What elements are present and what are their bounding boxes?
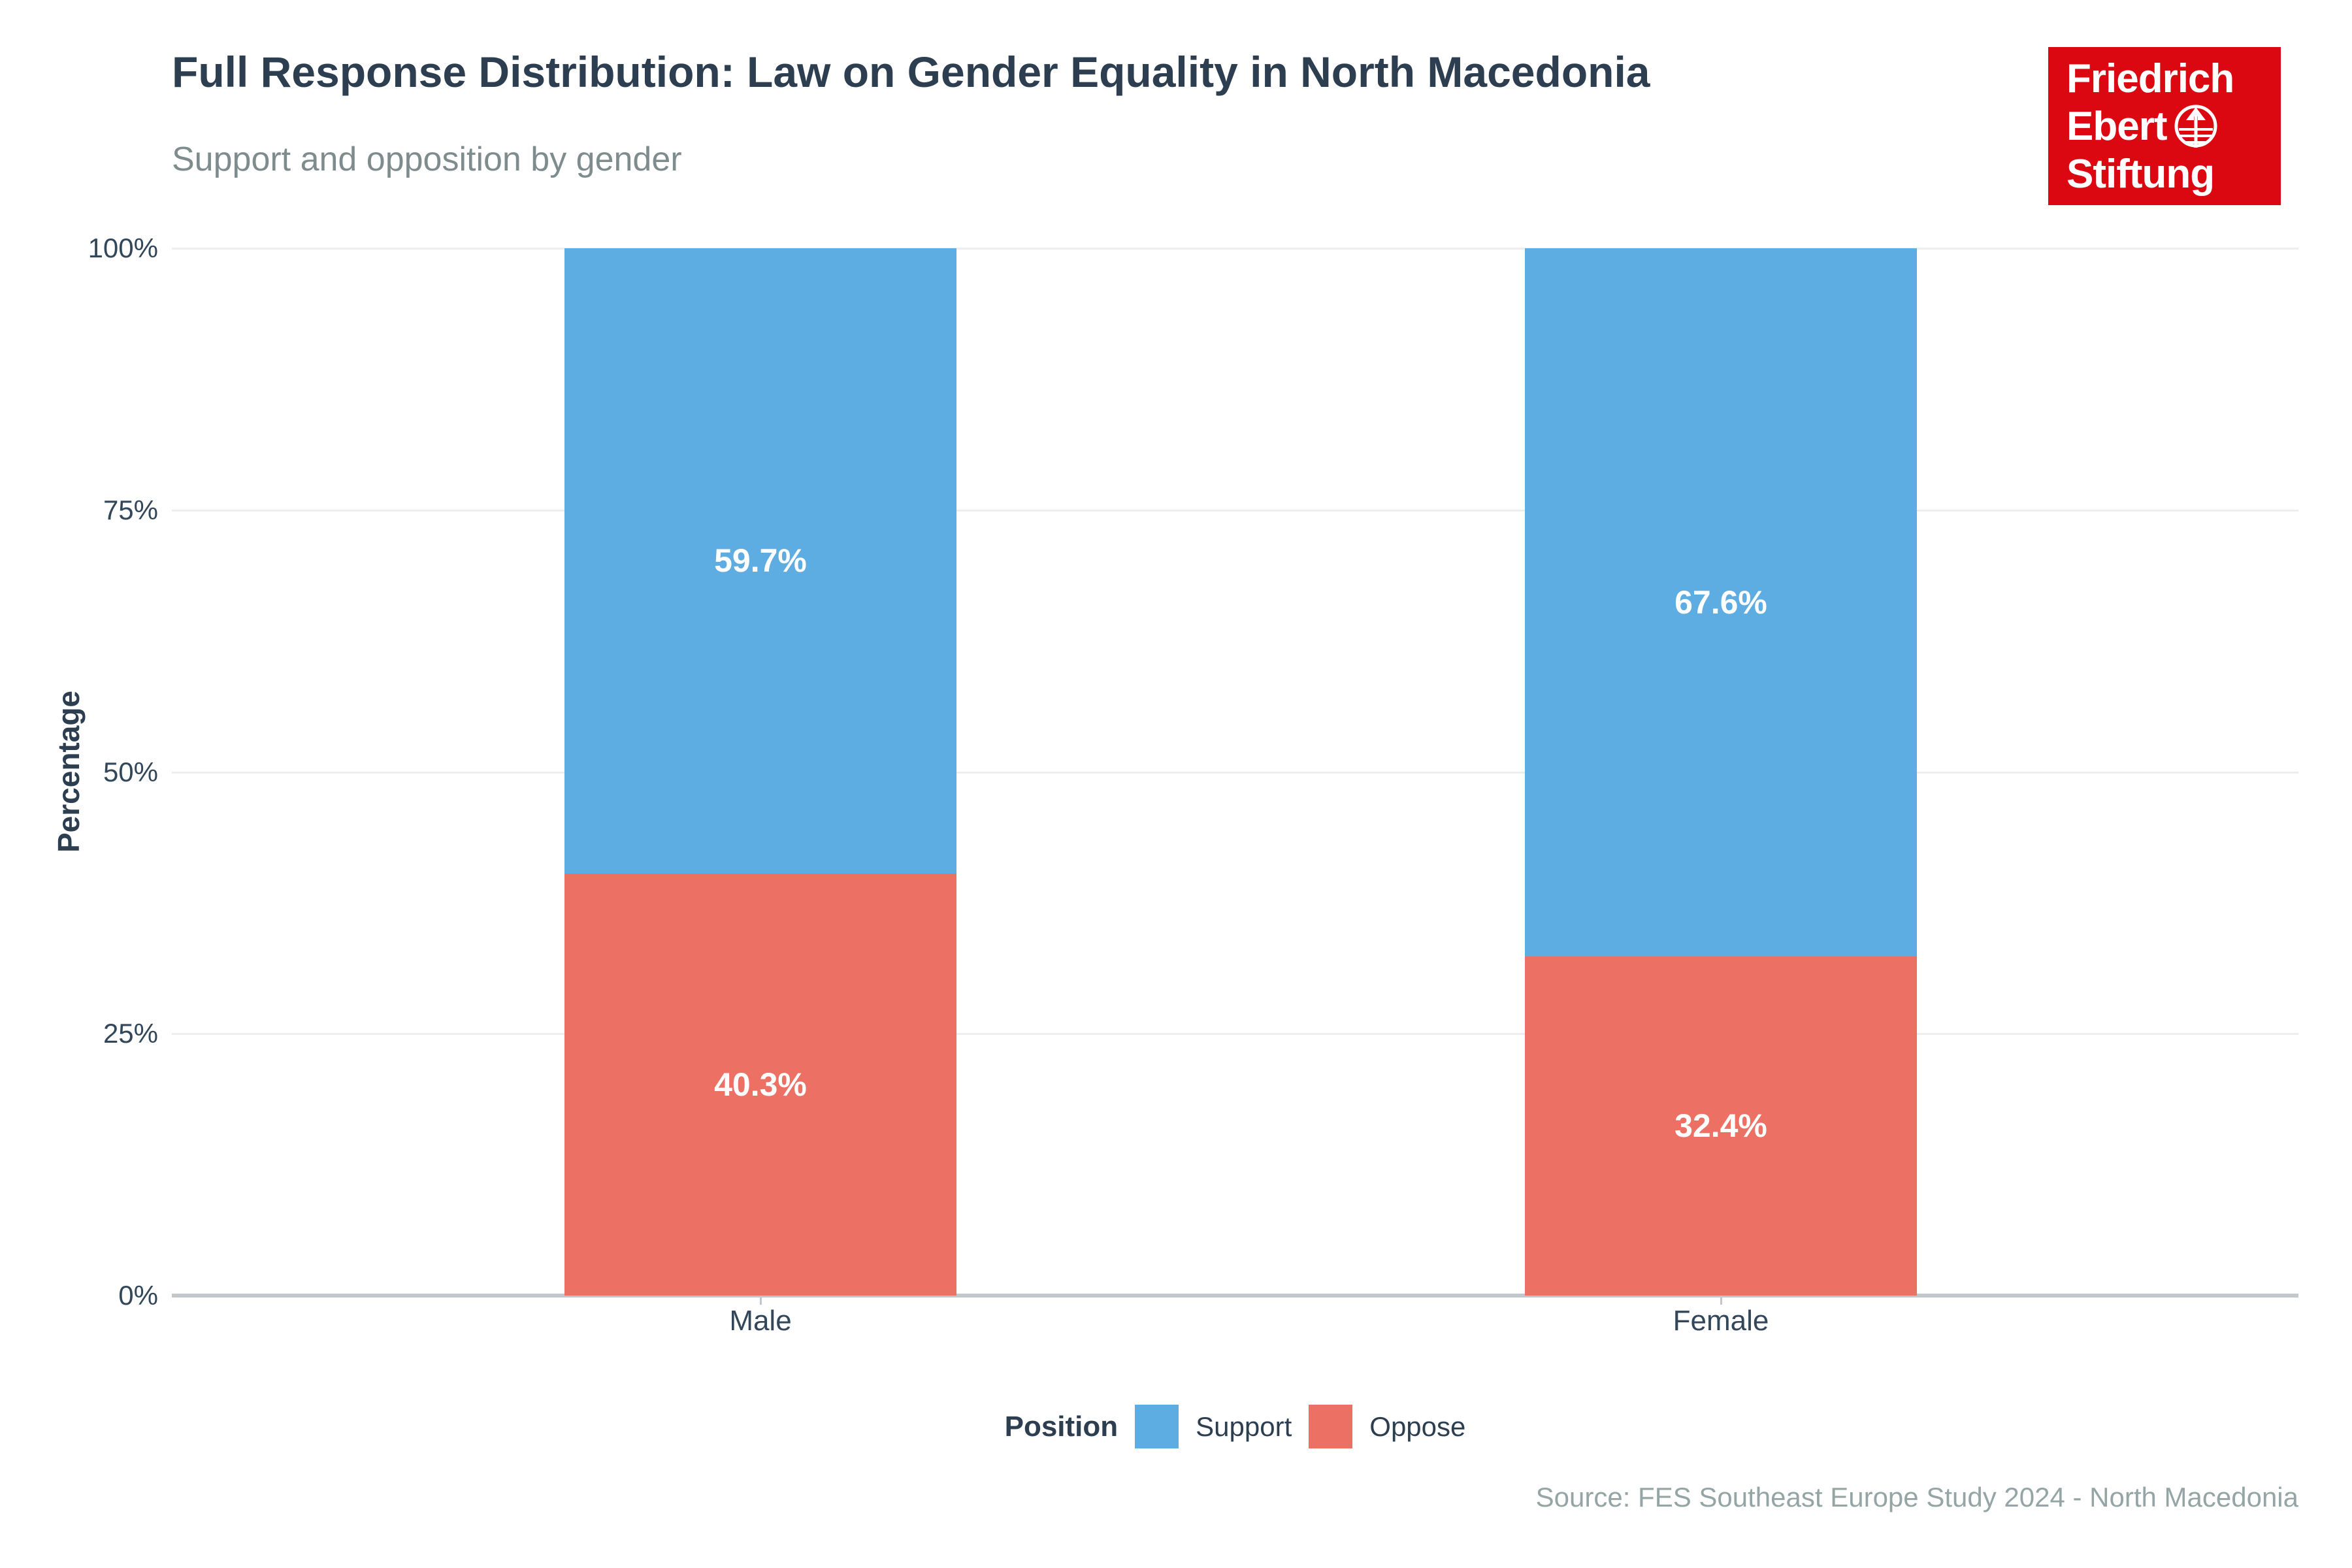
y-tick-label-0: 0% [118,1280,158,1311]
legend-items: Support Oppose [1135,1405,1465,1448]
x-category-label-male: Male [729,1305,792,1337]
bar-male: 59.7% 40.3% [564,248,956,1296]
bar-segment-male-oppose [564,873,956,1296]
x-category-label-female: Female [1673,1305,1769,1337]
legend-label-support: Support [1196,1411,1292,1442]
gridline-100 [172,248,2298,250]
page-title: Full Response Distribution: Law on Gende… [172,48,1650,96]
fes-logo-line-3: Stiftung [2066,150,2281,198]
y-tick-label-75: 75% [103,494,158,525]
bar-female: 67.6% 32.4% [1525,248,1917,1296]
fes-logo-text-stiftung: Stiftung [2066,151,2215,197]
bar-segment-male-support [564,248,956,874]
fes-logo-line-2: Ebert [2066,103,2281,150]
legend-item-support: Support [1135,1405,1292,1448]
bar-segment-female-oppose [1525,956,1917,1296]
gridline-75 [172,509,2298,512]
bar-value-label-male-oppose: 40.3% [714,1066,807,1103]
bar-value-label-female-oppose: 32.4% [1674,1107,1767,1145]
x-tick-female [1720,1298,1722,1305]
page-subtitle: Support and opposition by gender [172,140,682,178]
gridline-25 [172,1033,2298,1036]
fes-logo: Friedrich Ebert Stiftung [2048,47,2281,205]
fes-logo-line-1: Friedrich [2066,55,2281,103]
legend-label-oppose: Oppose [1369,1411,1466,1442]
y-tick-label-50: 50% [103,756,158,787]
y-tick-label-25: 25% [103,1018,158,1049]
x-axis-line [172,1294,2298,1298]
legend-item-oppose: Oppose [1309,1405,1465,1448]
legend-title: Position [1004,1410,1119,1443]
x-tick-male [760,1298,762,1305]
bar-value-label-male-support: 59.7% [714,542,807,580]
gridline-50 [172,771,2298,774]
fes-logo-text-friedrich: Friedrich [2066,56,2234,101]
plot-panel: 59.7% 40.3% 67.6% 32.4% [172,248,2298,1298]
bar-segment-female-support [1525,248,1917,956]
legend-swatch-oppose [1309,1405,1353,1448]
globe-arrow-icon [2173,103,2219,149]
y-tick-label-100: 100% [88,233,158,263]
bar-value-label-female-support: 67.6% [1674,583,1767,621]
legend-swatch-support [1135,1405,1179,1448]
legend: Position Support Oppose [172,1405,2298,1448]
fes-logo-text-ebert: Ebert [2066,103,2167,149]
source-note: Source: FES Southeast Europe Study 2024 … [1535,1482,2298,1512]
